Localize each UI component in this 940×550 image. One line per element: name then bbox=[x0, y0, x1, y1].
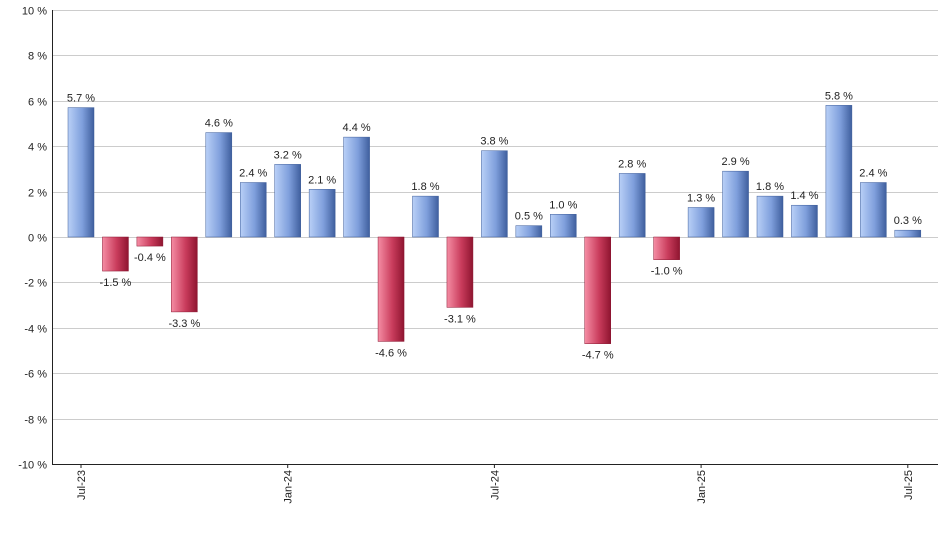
bar-oct-24 bbox=[584, 236, 611, 344]
data-label: -3.1 % bbox=[444, 313, 476, 325]
bar-oct-23 bbox=[171, 236, 198, 313]
y-tick-label: 10 % bbox=[22, 6, 47, 18]
bar-apr-25 bbox=[791, 204, 818, 238]
x-tick-label: Jul-23 bbox=[76, 470, 88, 500]
data-label: 2.9 % bbox=[721, 156, 749, 168]
bar-jan-25 bbox=[687, 207, 715, 238]
bar-feb-24 bbox=[308, 189, 336, 238]
data-label: 1.3 % bbox=[687, 192, 715, 204]
bar-may-25 bbox=[825, 105, 853, 238]
bar-jan-24 bbox=[274, 164, 301, 238]
y-tick-label: -6 % bbox=[24, 369, 47, 381]
data-label: 3.8 % bbox=[480, 136, 508, 148]
bar-aug-24 bbox=[515, 225, 543, 238]
data-labels: 5.7 % -1.5 % -0.4 % -3.3 % 4.6 % 2.4 % 3.2 % 2.… bbox=[67, 90, 922, 361]
y-tick-label: 4 % bbox=[28, 142, 47, 154]
data-label: 0.5 % bbox=[515, 211, 543, 223]
y-tick-label: 8 % bbox=[28, 51, 47, 63]
data-label: 4.4 % bbox=[343, 122, 371, 134]
bar-may-24 bbox=[412, 195, 439, 238]
data-label: 0.3 % bbox=[894, 215, 922, 227]
bar-sep-23 bbox=[136, 236, 164, 247]
data-label: 2.8 % bbox=[618, 158, 646, 170]
x-tick-label: Jan-24 bbox=[283, 470, 295, 504]
axes bbox=[52, 10, 938, 468]
bar-jul-23 bbox=[67, 107, 95, 238]
data-label: -4.6 % bbox=[375, 347, 407, 359]
data-label: 1.8 % bbox=[756, 181, 784, 193]
data-label: 5.8 % bbox=[825, 90, 853, 102]
data-label: -1.5 % bbox=[100, 277, 132, 289]
bar-dec-23 bbox=[240, 182, 267, 238]
data-label: -3.3 % bbox=[168, 318, 200, 330]
bar-jun-24 bbox=[446, 236, 474, 308]
bar-aug-23 bbox=[102, 236, 129, 272]
y-tick-label: 0 % bbox=[28, 233, 47, 245]
data-label: 3.2 % bbox=[274, 149, 302, 161]
y-tick-label: 2 % bbox=[28, 188, 47, 200]
data-label: 4.6 % bbox=[205, 118, 233, 130]
bar-mar-25 bbox=[756, 195, 784, 238]
y-tick-label: -4 % bbox=[24, 324, 47, 336]
bar-jul-25 bbox=[894, 229, 922, 238]
y-tick-label: -8 % bbox=[24, 415, 47, 427]
bar-mar-24 bbox=[343, 136, 370, 238]
y-tick-label: 6 % bbox=[28, 97, 47, 109]
bar-apr-24 bbox=[377, 236, 405, 342]
bar-jul-24 bbox=[481, 150, 508, 238]
x-tick-label: Jul-24 bbox=[489, 470, 501, 500]
y-tick-label: -10 % bbox=[18, 460, 47, 472]
data-label: 1.8 % bbox=[411, 181, 439, 193]
data-label: 1.0 % bbox=[549, 199, 577, 211]
bar-nov-23 bbox=[205, 132, 233, 238]
bar-jun-25 bbox=[860, 182, 887, 238]
y-tick-label: -2 % bbox=[24, 278, 47, 290]
bar-dec-24 bbox=[653, 236, 680, 260]
data-label: -4.7 % bbox=[582, 350, 614, 362]
data-label: -0.4 % bbox=[134, 252, 166, 264]
x-tick-label: Jul-25 bbox=[903, 470, 915, 500]
bar-nov-24 bbox=[618, 173, 646, 238]
x-axis-tick-labels: Jul-23 Jan-24 Jul-24 Jan-25 Jul-25 bbox=[76, 470, 915, 504]
data-label: 2.1 % bbox=[308, 174, 336, 186]
bars bbox=[67, 105, 922, 344]
data-label: 5.7 % bbox=[67, 93, 95, 105]
data-label: -1.0 % bbox=[651, 266, 683, 278]
data-label: 1.4 % bbox=[790, 190, 818, 202]
bar-sep-24 bbox=[550, 214, 577, 238]
bar-feb-25 bbox=[722, 170, 749, 238]
y-axis-tick-labels: 10 % 8 % 6 % 4 % 2 % 0 % -2 % -4 % -6 % -8 % -10 % bbox=[18, 6, 47, 472]
x-tick-label: Jan-25 bbox=[696, 470, 708, 504]
data-label: 2.4 % bbox=[859, 168, 887, 180]
data-label: 2.4 % bbox=[239, 168, 267, 180]
